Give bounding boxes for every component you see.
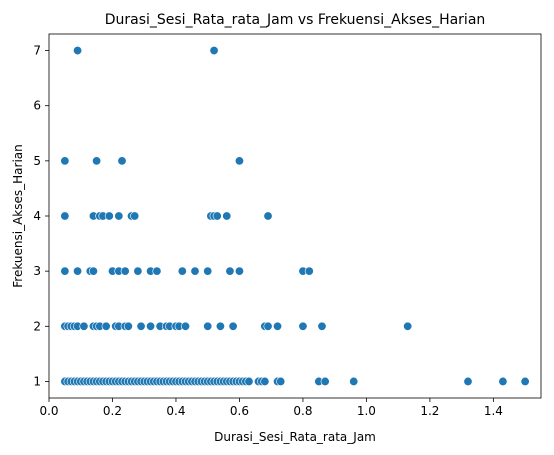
- scatter-point: [60, 266, 70, 276]
- scatter-point: [180, 321, 190, 331]
- scatter-point: [498, 376, 508, 386]
- scatter-point: [263, 211, 273, 221]
- scatter-point: [133, 266, 143, 276]
- scatter-point: [73, 266, 83, 276]
- y-axis-label: Frekuensi_Akses_Harian: [11, 144, 25, 288]
- scatter-point: [209, 46, 219, 56]
- scatter-point: [60, 156, 70, 166]
- scatter-point: [146, 321, 156, 331]
- scatter-point: [152, 266, 162, 276]
- scatter-point: [260, 376, 270, 386]
- scatter-point: [212, 211, 222, 221]
- x-tick-label: 0.4: [166, 404, 185, 418]
- x-tick-label: 1.4: [484, 404, 503, 418]
- scatter-point: [114, 211, 124, 221]
- points-layer: [60, 46, 530, 386]
- y-tick-label: 1: [33, 374, 41, 388]
- scatter-point: [203, 321, 213, 331]
- scatter-point: [120, 266, 130, 276]
- scatter-point: [276, 376, 286, 386]
- scatter-point: [273, 321, 283, 331]
- scatter-point: [92, 156, 102, 166]
- scatter-point: [203, 266, 213, 276]
- scatter-point: [73, 46, 83, 56]
- scatter-point: [520, 376, 530, 386]
- x-axis-ticks: 0.0 0.2 0.4 0.6 0.8 1.0 1.2 1.4: [39, 398, 503, 418]
- scatter-point: [463, 376, 473, 386]
- scatter-point: [222, 211, 232, 221]
- scatter-point: [244, 376, 254, 386]
- x-tick-label: 0.2: [103, 404, 122, 418]
- scatter-point: [88, 266, 98, 276]
- y-tick-label: 2: [33, 319, 41, 333]
- scatter-point: [263, 321, 273, 331]
- scatter-point: [130, 211, 140, 221]
- scatter-point: [320, 376, 330, 386]
- y-tick-label: 6: [33, 99, 41, 113]
- x-tick-label: 0.0: [39, 404, 58, 418]
- x-tick-label: 1.2: [420, 404, 439, 418]
- scatter-point: [228, 321, 238, 331]
- x-tick-label: 0.8: [293, 404, 312, 418]
- scatter-point: [190, 266, 200, 276]
- scatter-point: [317, 321, 327, 331]
- scatter-point: [101, 321, 111, 331]
- scatter-point: [225, 266, 235, 276]
- x-tick-label: 1.0: [357, 404, 376, 418]
- y-tick-label: 3: [33, 264, 41, 278]
- scatter-point: [104, 211, 114, 221]
- scatter-point: [349, 376, 359, 386]
- y-tick-label: 7: [33, 44, 41, 58]
- scatter-point: [136, 321, 146, 331]
- scatter-point: [403, 321, 413, 331]
- scatter-point: [298, 321, 308, 331]
- scatter-point: [304, 266, 314, 276]
- y-tick-label: 4: [33, 209, 41, 223]
- scatter-point: [117, 156, 127, 166]
- scatter-point: [177, 266, 187, 276]
- x-tick-label: 0.6: [230, 404, 249, 418]
- y-axis-ticks: 1 2 3 4 5 6 7: [33, 44, 49, 388]
- y-tick-label: 5: [33, 154, 41, 168]
- scatter-point: [234, 266, 244, 276]
- scatter-point: [234, 156, 244, 166]
- chart-title: Durasi_Sesi_Rata_rata_Jam vs Frekuensi_A…: [105, 12, 486, 28]
- scatter-point: [79, 321, 89, 331]
- x-axis-label: Durasi_Sesi_Rata_rata_Jam: [214, 430, 376, 444]
- scatter-point: [60, 211, 70, 221]
- scatter-point: [123, 321, 133, 331]
- scatter-point: [215, 321, 225, 331]
